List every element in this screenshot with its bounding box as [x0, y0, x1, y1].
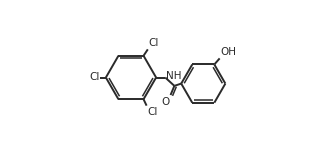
Text: OH: OH	[220, 47, 236, 57]
Text: O: O	[161, 97, 169, 106]
Text: Cl: Cl	[149, 38, 159, 48]
Text: Cl: Cl	[147, 107, 158, 117]
Text: NH: NH	[166, 71, 181, 81]
Text: Cl: Cl	[89, 73, 99, 82]
